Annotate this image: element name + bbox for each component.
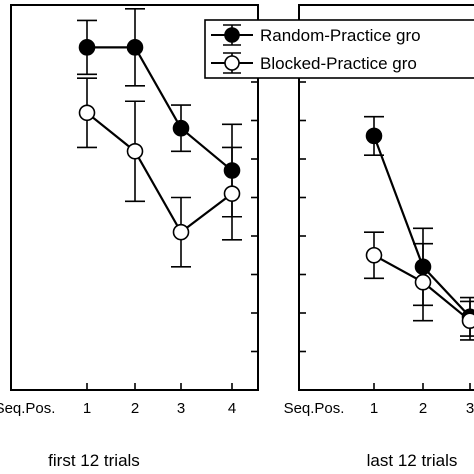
panel-first-12-trials: 1 2 3 4 Seq.Pos. first 12 trials [0,4,259,470]
x-ticks: 1 2 3 4 [83,383,236,417]
data-point-filled [126,39,144,56]
data-point-open [78,104,96,122]
data-point-open [461,312,474,329]
series-line [87,46,233,172]
x-tick-label: 2 [131,400,139,417]
legend: Random-Practice gro Blocked-Practice gro [204,19,474,79]
x-tick-label: 4 [228,400,236,417]
x-ticks: 1 2 3 [370,383,474,417]
series-layer [77,8,242,268]
data-point-open [172,223,190,241]
legend-box [204,19,474,79]
legend-entry-random: Random-Practice gro [211,24,421,46]
series-line [86,111,233,234]
legend-entry-blocked: Blocked-Practice gro [211,52,417,74]
panel-label: first 12 trials [48,451,140,470]
data-point-open [414,273,432,291]
legend-label: Blocked-Practice gro [260,54,417,73]
x-tick-label: 2 [419,400,427,417]
data-point-filled [78,39,96,56]
data-point-open [223,185,241,202]
x-axis-name: Seq.Pos. [0,400,55,417]
series-layer [364,115,474,341]
panel-label: last 12 trials [367,451,458,470]
data-point-open [126,143,144,160]
data-point-open [365,246,383,264]
legend-marker-filled-circle [224,27,240,43]
x-tick-label: 1 [370,400,378,417]
legend-label: Random-Practice gro [260,26,421,45]
x-tick-label: 3 [466,400,474,417]
x-tick-label: 3 [177,400,185,417]
data-point-filled [365,127,383,145]
data-point-filled [172,119,190,137]
legend-marker-open-circle [224,55,240,71]
panel-last-12-trials: 1 2 3 Seq.Pos. last 12 trials [284,4,474,470]
x-axis-name: Seq.Pos. [284,400,345,417]
x-tick-label: 1 [83,400,91,417]
